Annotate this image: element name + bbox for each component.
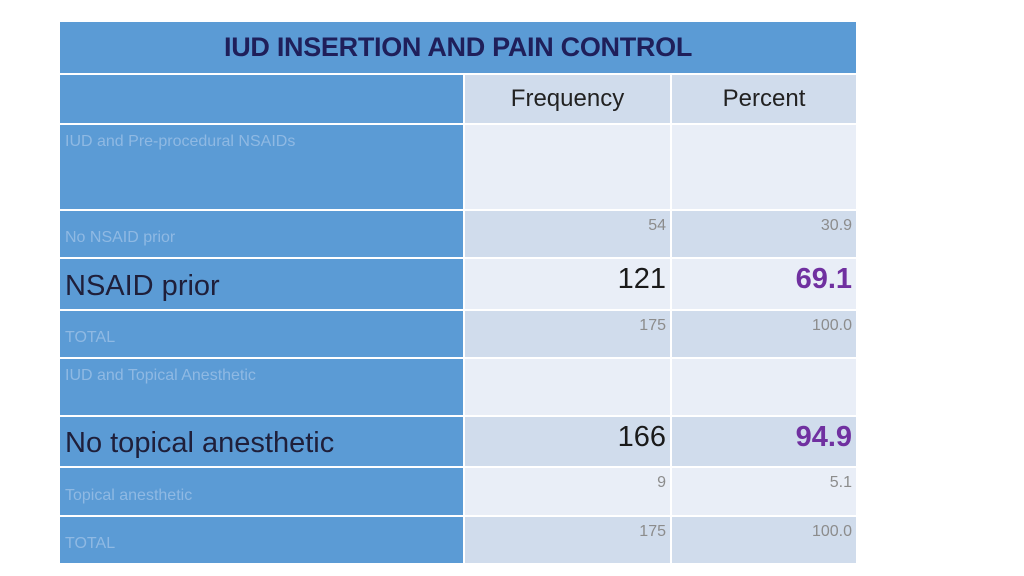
row-label: No topical anesthetic bbox=[58, 415, 465, 468]
row-percent: 30.9 bbox=[669, 209, 859, 259]
row-frequency: 175 bbox=[463, 515, 672, 565]
row-frequency: 54 bbox=[463, 209, 672, 259]
row-label: NSAID prior bbox=[58, 257, 465, 311]
table-row: TOTAL 175 100.0 bbox=[58, 309, 859, 359]
table-row: Topical anesthetic 9 5.1 bbox=[58, 466, 859, 517]
row-percent: 100.0 bbox=[669, 309, 859, 359]
row-label: IUD and Pre-procedural NSAIDs bbox=[58, 123, 465, 211]
row-label: TOTAL bbox=[58, 309, 465, 359]
row-frequency: 166 bbox=[463, 415, 672, 468]
table-row: TOTAL 175 100.0 bbox=[58, 515, 859, 565]
row-percent bbox=[669, 123, 859, 211]
table-row: No topical anesthetic 166 94.9 bbox=[58, 415, 859, 468]
row-frequency: 121 bbox=[463, 257, 672, 311]
table-row: No NSAID prior 54 30.9 bbox=[58, 209, 859, 259]
row-percent: 100.0 bbox=[669, 515, 859, 565]
header-frequency: Frequency bbox=[463, 73, 672, 125]
row-label: Topical anesthetic bbox=[58, 466, 465, 517]
header-row: Frequency Percent bbox=[58, 73, 859, 125]
row-label: No NSAID prior bbox=[58, 209, 465, 259]
row-frequency: 175 bbox=[463, 309, 672, 359]
row-label: IUD and Topical Anesthetic bbox=[58, 357, 465, 417]
row-percent bbox=[669, 357, 859, 417]
row-percent: 5.1 bbox=[669, 466, 859, 517]
row-percent: 94.9 bbox=[669, 415, 859, 468]
header-label-cell bbox=[58, 73, 465, 125]
table-row: NSAID prior 121 69.1 bbox=[58, 257, 859, 311]
table-title: IUD INSERTION AND PAIN CONTROL bbox=[57, 20, 859, 75]
row-frequency bbox=[463, 357, 672, 417]
row-label: TOTAL bbox=[58, 515, 465, 565]
row-percent: 69.1 bbox=[669, 257, 859, 311]
title-row: IUD INSERTION AND PAIN CONTROL bbox=[57, 20, 859, 75]
table-row: IUD and Topical Anesthetic bbox=[58, 357, 859, 417]
table-row: IUD and Pre-procedural NSAIDs bbox=[58, 123, 859, 211]
data-table: IUD INSERTION AND PAIN CONTROL Frequency… bbox=[57, 20, 859, 565]
row-frequency bbox=[463, 123, 672, 211]
row-frequency: 9 bbox=[463, 466, 672, 517]
header-percent: Percent bbox=[669, 73, 859, 125]
